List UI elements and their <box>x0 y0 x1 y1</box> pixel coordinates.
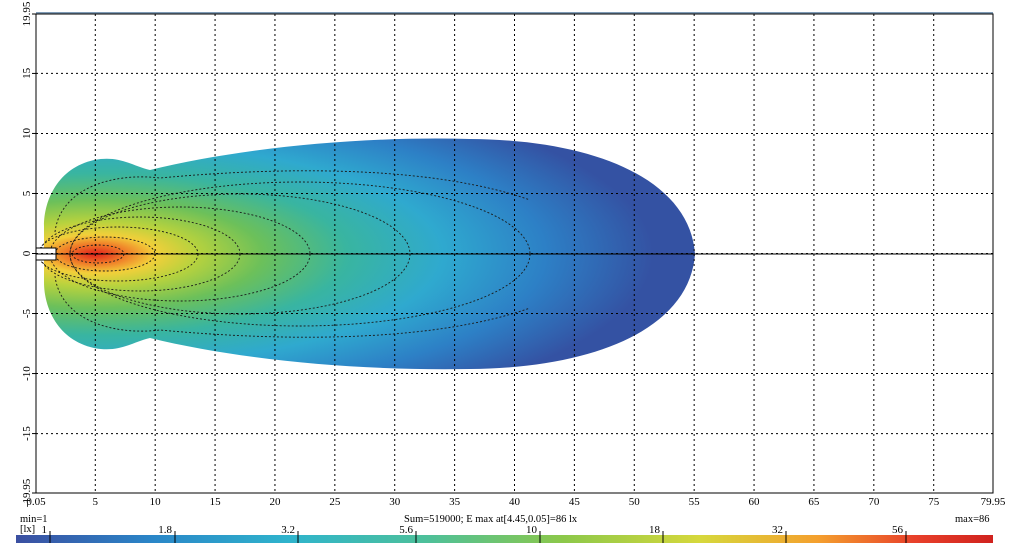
y-tick-label: 10 <box>21 127 33 139</box>
x-tick-label: 45 <box>569 496 581 508</box>
y-tick-label: -5 <box>21 308 33 318</box>
x-tick-label: 55 <box>689 496 701 508</box>
scale-unit-label: [lx] <box>20 524 36 535</box>
x-tick-label: 65 <box>808 496 820 508</box>
x-tick-label: 15 <box>210 496 222 508</box>
y-tick-label: -10 <box>21 366 33 381</box>
x-tick-label: 30 <box>389 496 401 508</box>
y-tick-label: 19.95 <box>21 1 33 26</box>
scale-tick-label: 56 <box>892 524 904 536</box>
x-tick-label: 35 <box>449 496 461 508</box>
scale-tick-label: 5.6 <box>399 524 413 536</box>
scale-tick-label: 1 <box>42 524 48 536</box>
x-tick-label: 70 <box>868 496 880 508</box>
y-tick-label: 0 <box>21 250 33 256</box>
x-tick-label: 79.95 <box>981 496 1006 508</box>
scale-tick-label: 3.2 <box>281 524 295 536</box>
x-tick-label: 50 <box>629 496 641 508</box>
scale-tick-label: 18 <box>649 524 661 536</box>
y-tick-label: 5 <box>21 190 33 196</box>
x-tick-label: 25 <box>329 496 341 508</box>
y-tick-label: -15 <box>21 426 33 441</box>
color-scale-ticks: 1 1.8 3.2 5.6 10 18 32 56 <box>42 524 907 543</box>
x-tick-label: 0.05 <box>26 496 46 508</box>
scale-tick-label: 32 <box>772 524 783 536</box>
x-tick-label: 60 <box>749 496 761 508</box>
scale-tick-label: 1.8 <box>158 524 172 536</box>
x-tick-label: 10 <box>150 496 162 508</box>
y-tick-label: -19.95 <box>21 478 33 507</box>
color-scale-bar <box>16 535 993 543</box>
axes: 0.05 5 10 15 20 25 30 35 40 45 50 55 60 65 70 75 79.9519… <box>21 1 1006 508</box>
min-readout: min=1 <box>20 514 48 525</box>
x-tick-label: 20 <box>269 496 281 508</box>
max-readout: max=86 <box>955 514 990 525</box>
x-tick-label: 40 <box>509 496 521 508</box>
sum-readout: Sum=519000; E max at[4.45,0.05]=86 lx <box>404 514 578 525</box>
x-tick-label: 5 <box>93 496 99 508</box>
y-tick-label: 15 <box>21 67 33 79</box>
scale-tick-label: 10 <box>526 524 538 536</box>
x-tick-label: 75 <box>928 496 940 508</box>
